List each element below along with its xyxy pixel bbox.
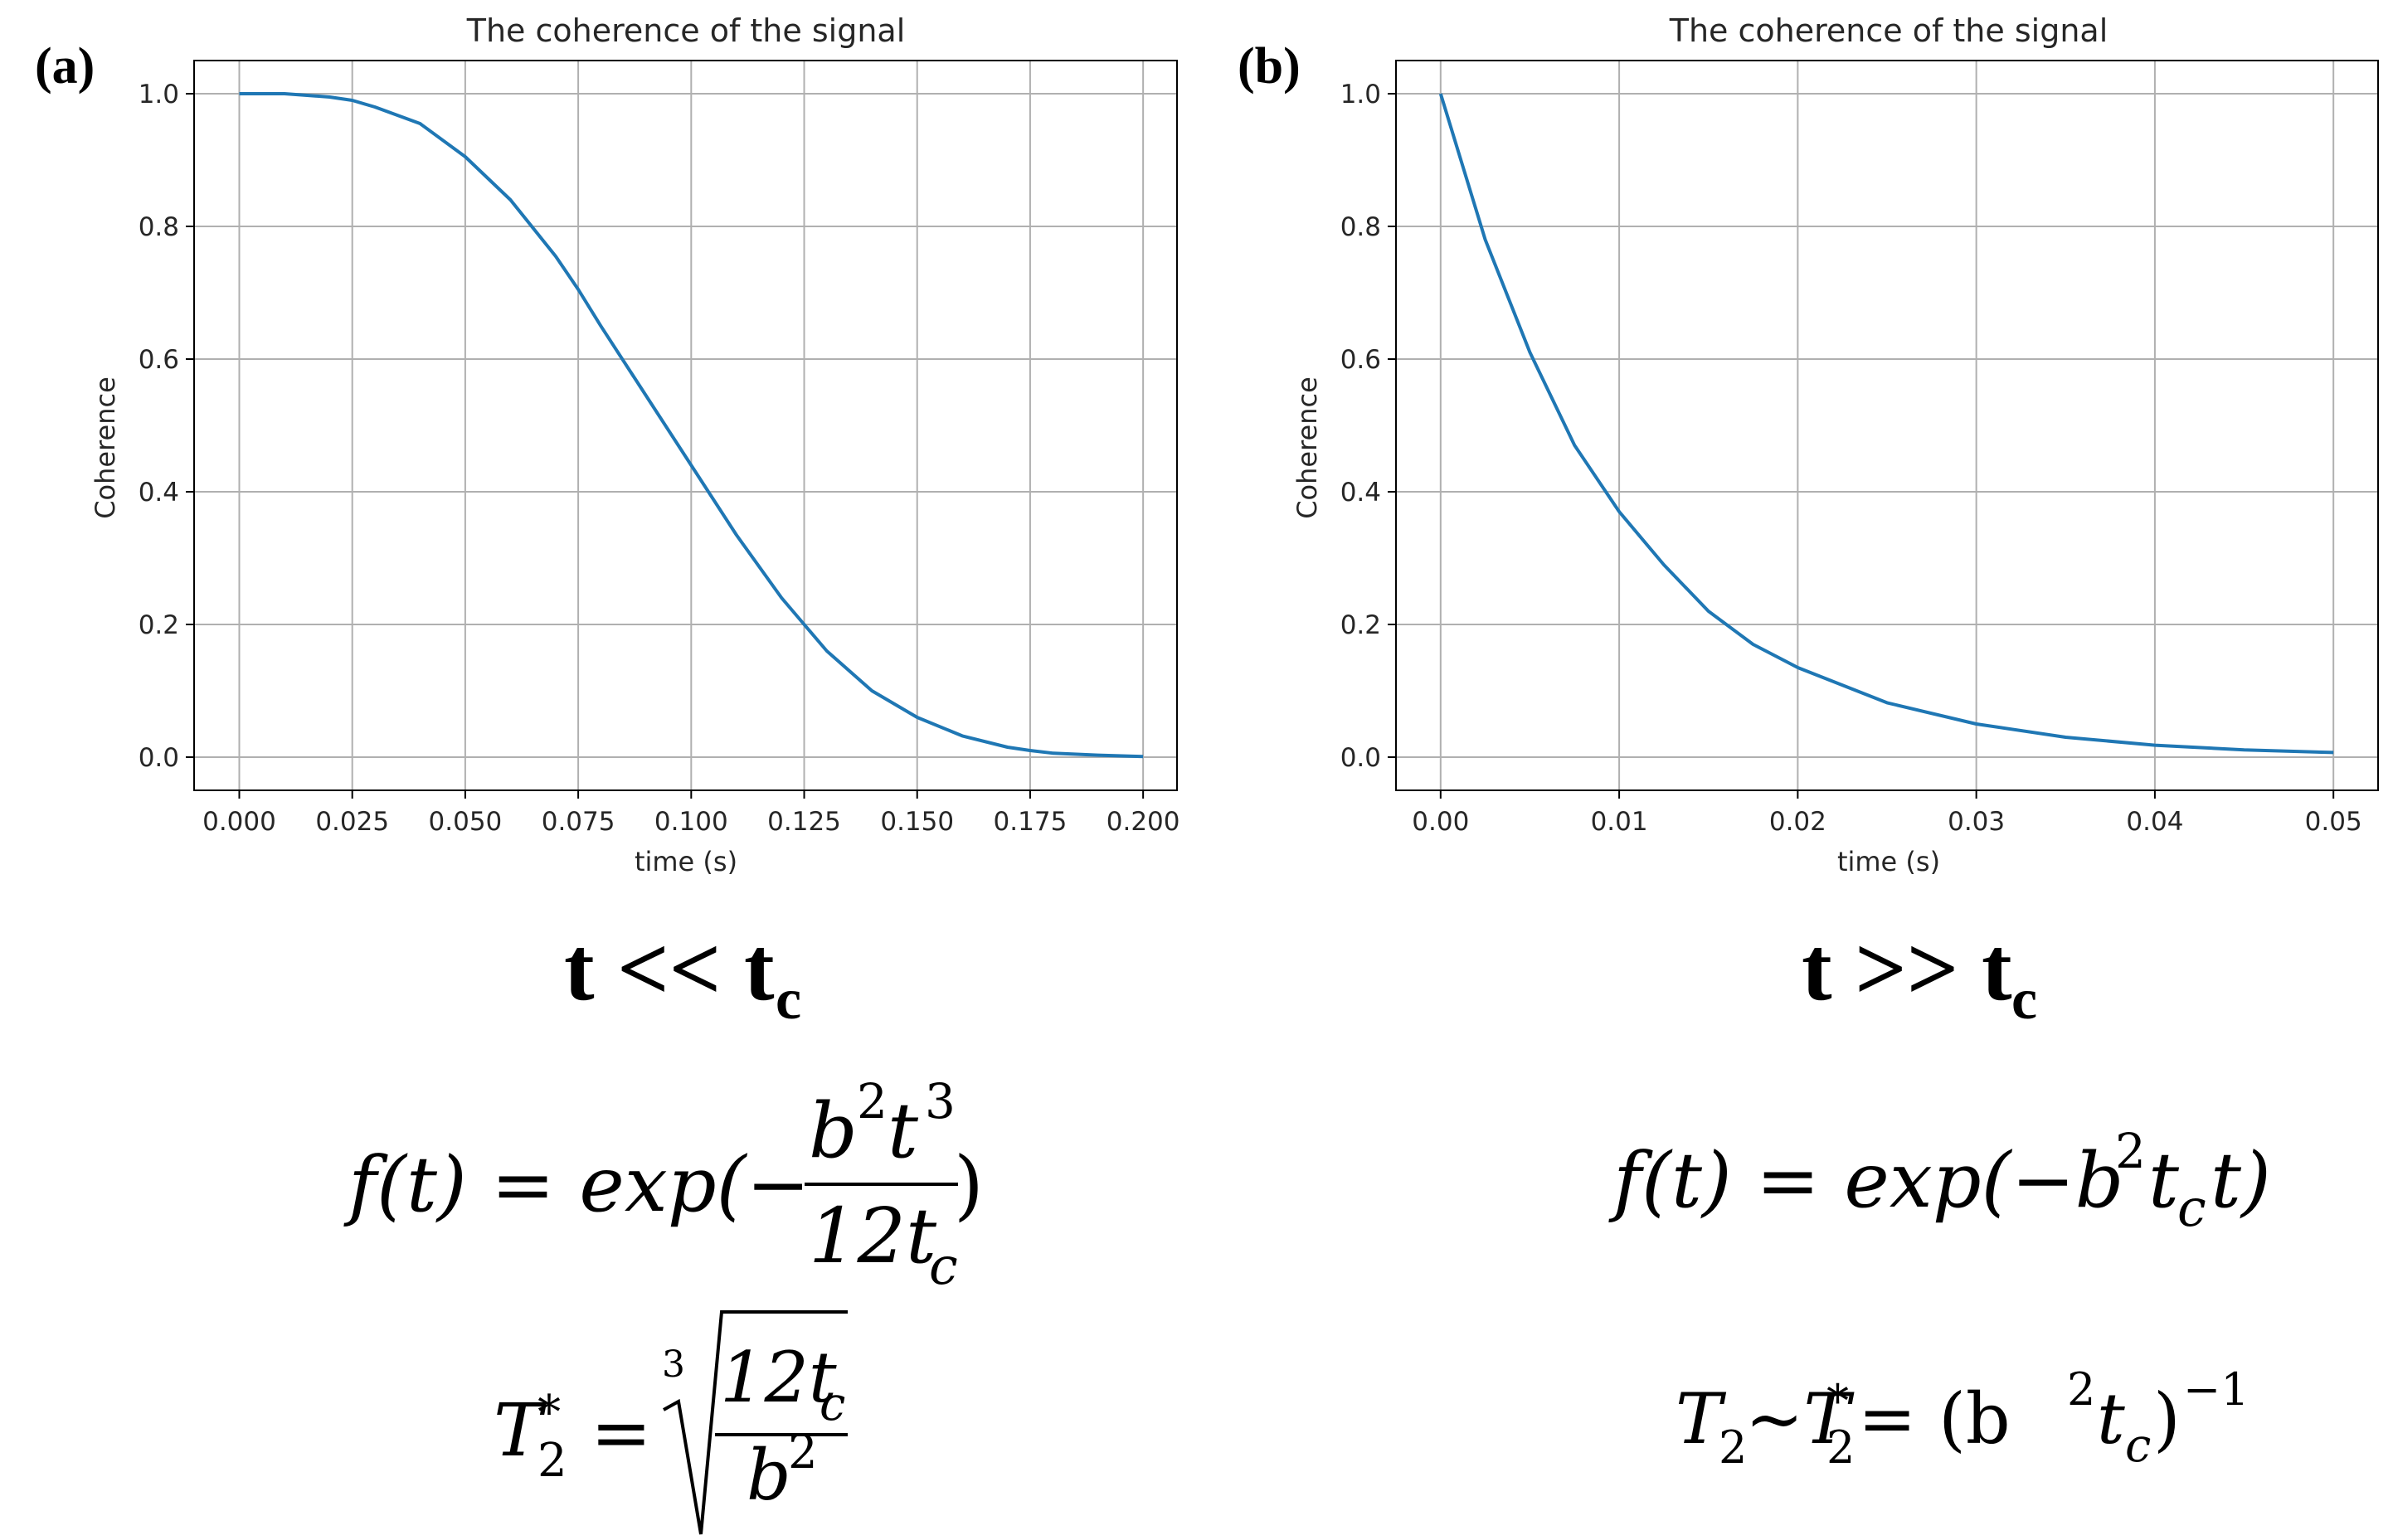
panel-a-ylabel: Coherence — [90, 376, 121, 519]
x-tick-label: 0.00 — [1412, 807, 1469, 837]
panel-b-y-ticks: 0.0 0.2 0.4 0.6 0.8 1.0 — [1340, 80, 1396, 773]
y-tick-label: 0.8 — [1340, 212, 1381, 242]
regime-left: t << t c — [564, 918, 801, 1032]
eq-left-T-num-sub: c — [820, 1377, 845, 1431]
eq-right-T-sup: * — [1826, 1375, 1849, 1427]
eq-left-f-den: 12t — [809, 1192, 937, 1280]
eq-right-tilde-T: ~T — [1745, 1378, 1855, 1460]
eq-left-f-num-t-exp: 3 — [925, 1073, 956, 1129]
equation-left-T: T 2 * = 3 12t c b 2 — [494, 1310, 848, 1535]
x-tick-label: 0.075 — [542, 807, 615, 837]
y-tick-label: 0.6 — [1340, 345, 1381, 375]
eq-right-f-tail: t) — [2211, 1136, 2271, 1225]
panel-b-ylabel: Coherence — [1291, 376, 1323, 519]
series-line — [1438, 93, 2334, 755]
panel-a-frame — [193, 60, 1178, 791]
y-tick-label: 0.4 — [1340, 478, 1381, 508]
eq-left-f-num-b: b — [809, 1086, 858, 1175]
series-line — [239, 92, 1144, 759]
panel-a-x-ticks: 0.000 0.025 0.050 0.075 0.100 0.125 0.150 0.175… — [202, 790, 1180, 837]
x-tick-label: 0.050 — [429, 807, 503, 837]
regime-right-main: t >> t — [1802, 918, 2012, 1019]
eq-right-T2-sub: 2 — [1719, 1421, 1747, 1474]
y-tick-label: 1.0 — [1340, 80, 1381, 109]
equation-right-f: f(t) = exp(−b 2 t c t) — [1608, 1123, 2271, 1238]
x-tick-label: 0.200 — [1107, 807, 1180, 837]
eq-right-T-close: ) — [2153, 1378, 2181, 1460]
eq-left-T: T — [494, 1387, 547, 1473]
eq-left-f-den-sub: c — [929, 1236, 958, 1296]
regime-right: t >> t c — [1802, 918, 2037, 1032]
panel-a-xlabel: time (s) — [635, 846, 737, 877]
panel-b-series — [1438, 93, 2334, 755]
y-tick-label: 0.0 — [139, 743, 179, 773]
x-tick-label: 0.000 — [202, 807, 276, 837]
y-tick-label: 0.2 — [139, 610, 179, 640]
x-tick-label: 0.01 — [1591, 807, 1648, 837]
panel-b-title: The coherence of the signal — [1669, 12, 2108, 49]
y-tick-label: 0.0 — [1340, 743, 1381, 773]
eq-right-T-b-sup: 2 — [2067, 1363, 2095, 1416]
eq-right-T-t-sub: c — [2125, 1419, 2151, 1473]
x-tick-label: 0.05 — [2305, 807, 2362, 837]
x-tick-label: 0.03 — [1948, 807, 2005, 837]
eq-right-f-lhs: f(t) = exp(−b — [1608, 1136, 2123, 1225]
equation-right-T: T 2 ~T 2 * = (b 2 t c ) −1 — [1676, 1363, 2250, 1474]
regime-left-sub: c — [776, 968, 801, 1032]
eq-left-f-lhs: f(t) = exp(− — [343, 1140, 810, 1229]
x-tick-label: 0.100 — [654, 807, 728, 837]
eq-right-T-sub: 2 — [1826, 1421, 1855, 1474]
panel-b-frame — [1395, 60, 2379, 791]
eq-right-T-exp: −1 — [2183, 1363, 2250, 1416]
panel-b-xlabel: time (s) — [1837, 846, 1940, 877]
eq-left-T-sup: * — [537, 1386, 561, 1440]
panel-a-series — [239, 92, 1144, 759]
y-tick-label: 1.0 — [139, 80, 179, 109]
eq-left-f-close: ) — [954, 1140, 984, 1229]
eq-left-f-num-b-exp: 2 — [857, 1073, 888, 1129]
eq-right-f-t: t — [2148, 1136, 2180, 1225]
regime-left-main: t << t — [564, 918, 775, 1019]
panel-a-title: The coherence of the signal — [466, 12, 906, 49]
y-tick-label: 0.8 — [139, 212, 179, 242]
x-tick-label: 0.02 — [1769, 807, 1826, 837]
x-tick-label: 0.025 — [315, 807, 389, 837]
eq-left-T-num: 12t — [720, 1337, 837, 1418]
y-tick-label: 0.4 — [139, 478, 179, 508]
panel-a-grid — [194, 61, 1177, 790]
eq-left-T-den-sup: 2 — [788, 1426, 818, 1479]
panel-b-x-ticks: 0.00 0.01 0.02 0.03 0.04 0.05 — [1412, 790, 2362, 837]
panel-a: (a) The coherence of the signal 0.000 0.0… — [35, 12, 1180, 877]
eq-right-T2: T — [1676, 1378, 1727, 1460]
panel-a-letter: (a) — [35, 38, 95, 95]
y-tick-label: 0.6 — [139, 345, 179, 375]
x-tick-label: 0.150 — [880, 807, 954, 837]
eq-left-T-sub: 2 — [537, 1434, 567, 1488]
y-tick-label: 0.2 — [1340, 610, 1381, 640]
eq-right-T-eq: = (b — [1858, 1378, 2011, 1460]
eq-right-f-sub: c — [2177, 1178, 2206, 1238]
panel-b-letter: (b) — [1238, 38, 1301, 95]
x-tick-label: 0.175 — [994, 807, 1068, 837]
panel-b-grid — [1396, 61, 2378, 790]
eq-right-f-sup: 2 — [2115, 1123, 2146, 1179]
radical-icon — [663, 1310, 848, 1535]
x-tick-label: 0.125 — [767, 807, 841, 837]
eq-left-T-eq: = — [591, 1390, 652, 1475]
eq-left-T-root-index: 3 — [662, 1343, 685, 1386]
eq-left-f-num-t: t — [888, 1086, 919, 1175]
eq-left-T-den: b — [747, 1435, 791, 1516]
regime-right-sub: c — [2011, 968, 2037, 1032]
equation-left-f: f(t) = exp(− b 2 t 3 12t c ) — [343, 1073, 984, 1296]
eq-right-T-t: t — [2097, 1378, 2125, 1460]
panel-a-y-ticks: 0.0 0.2 0.4 0.6 0.8 1.0 — [139, 80, 194, 773]
panel-b: (b) The coherence of the signal 0.00 0.01… — [1238, 12, 2379, 877]
x-tick-label: 0.04 — [2126, 807, 2183, 837]
